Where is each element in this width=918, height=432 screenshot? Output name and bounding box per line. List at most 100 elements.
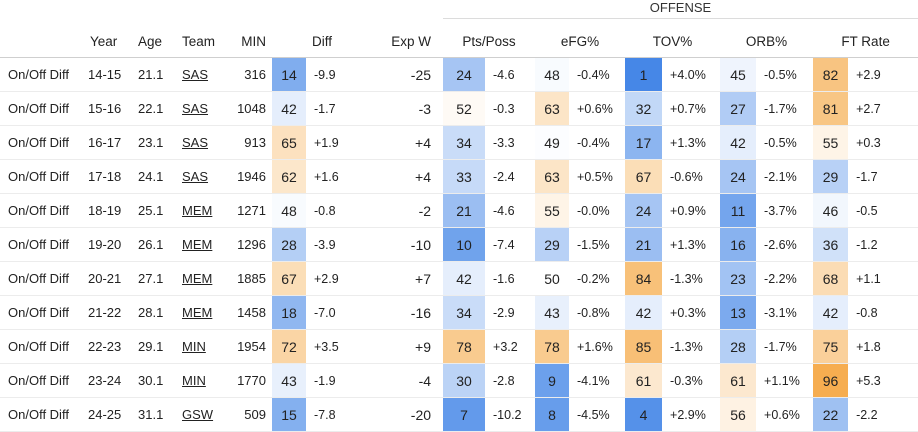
team-link[interactable]: MIN xyxy=(182,339,206,354)
on-off-table: Year Age Team MIN Diff Exp W Pts/Poss eF… xyxy=(0,25,918,432)
table-row: On/Off Diff 18-19 25.1 MEM 1271 48 -0.8 -2 21 -4.… xyxy=(0,193,918,228)
age-cell: 29.1 xyxy=(138,329,176,364)
orb-percentile-cell: 45 xyxy=(720,57,757,92)
table-row: On/Off Diff 17-18 24.1 SAS 1946 62 +1.6 +4 33 -2.… xyxy=(0,159,918,194)
col-header-min[interactable]: MIN xyxy=(228,25,272,58)
row-label: On/Off Diff xyxy=(0,397,88,432)
pts-poss-percentile-cell: 21 xyxy=(443,193,486,228)
orb-percentile-cell: 13 xyxy=(720,295,757,330)
efg-diff-cell: +1.6% xyxy=(569,329,626,364)
pts-poss-percentile-cell: 52 xyxy=(443,91,486,126)
col-header-diff[interactable]: Diff xyxy=(272,25,373,58)
efg-percentile-cell: 55 xyxy=(535,193,570,228)
team-link[interactable]: SAS xyxy=(182,135,209,150)
age-cell: 23.1 xyxy=(138,125,176,160)
col-header-efg[interactable]: eFG% xyxy=(535,25,626,58)
team-link[interactable]: SAS xyxy=(182,67,209,82)
col-header-pts-poss[interactable]: Pts/Poss xyxy=(443,25,536,58)
tov-percentile-cell: 21 xyxy=(625,227,663,262)
pts-poss-diff-cell: +3.2 xyxy=(485,329,536,364)
diff-percentile-cell: 67 xyxy=(272,261,306,296)
age-cell: 25.1 xyxy=(138,193,176,228)
tov-diff-cell: -1.3% xyxy=(662,261,721,296)
col-header-tov[interactable]: TOV% xyxy=(625,25,721,58)
efg-percentile-cell: 43 xyxy=(535,295,570,330)
ft-rate-diff-cell: -1.7 xyxy=(848,159,918,194)
team-cell: SAS xyxy=(176,91,228,126)
table-row: On/Off Diff 21-22 28.1 MEM 1458 18 -7.0 -16 34 -2… xyxy=(0,295,918,330)
team-link[interactable]: SAS xyxy=(182,101,209,116)
ft-rate-percentile-cell: 81 xyxy=(813,91,849,126)
diff-percentile-cell: 15 xyxy=(272,397,306,432)
tov-percentile-cell: 1 xyxy=(625,57,663,92)
tov-percentile-cell: 24 xyxy=(625,193,663,228)
orb-percentile-cell: 27 xyxy=(720,91,757,126)
team-link[interactable]: MEM xyxy=(182,237,213,252)
exp-w-cell: -3 xyxy=(372,91,444,126)
year-cell: 20-21 xyxy=(88,261,138,296)
min-cell: 1954 xyxy=(228,329,272,364)
orb-percentile-cell: 42 xyxy=(720,125,757,160)
efg-diff-cell: -1.5% xyxy=(569,227,626,262)
team-link[interactable]: MEM xyxy=(182,305,213,320)
tov-diff-cell: +1.3% xyxy=(662,125,721,160)
tov-diff-cell: -1.3% xyxy=(662,329,721,364)
tov-diff-cell: +0.7% xyxy=(662,91,721,126)
diff-diff-cell: -0.8 xyxy=(306,193,373,228)
age-cell: 26.1 xyxy=(138,227,176,262)
col-header-team[interactable]: Team xyxy=(176,25,228,58)
efg-percentile-cell: 63 xyxy=(535,91,570,126)
col-header-ft-rate[interactable]: FT Rate xyxy=(813,25,918,58)
diff-percentile-cell: 72 xyxy=(272,329,306,364)
pts-poss-diff-cell: -0.3 xyxy=(485,91,536,126)
diff-percentile-cell: 42 xyxy=(272,91,306,126)
diff-diff-cell: -1.7 xyxy=(306,91,373,126)
exp-w-cell: -16 xyxy=(372,295,444,330)
pts-poss-diff-cell: -4.6 xyxy=(485,193,536,228)
row-label: On/Off Diff xyxy=(0,159,88,194)
team-link[interactable]: MEM xyxy=(182,203,213,218)
ft-rate-diff-cell: -2.2 xyxy=(848,397,918,432)
team-cell: MIN xyxy=(176,329,228,364)
team-link[interactable]: SAS xyxy=(182,169,209,184)
team-link[interactable]: MEM xyxy=(182,271,213,286)
orb-percentile-cell: 61 xyxy=(720,363,757,398)
efg-diff-cell: -0.4% xyxy=(569,57,626,92)
age-cell: 30.1 xyxy=(138,363,176,398)
col-header-exp-w[interactable]: Exp W xyxy=(372,25,444,58)
section-divider xyxy=(443,18,918,19)
ft-rate-percentile-cell: 75 xyxy=(813,329,849,364)
team-cell: MIN xyxy=(176,363,228,398)
table-row: On/Off Diff 16-17 23.1 SAS 913 65 +1.9 +4 34 -3.3… xyxy=(0,125,918,160)
team-cell: GSW xyxy=(176,397,228,432)
age-cell: 21.1 xyxy=(138,57,176,92)
tov-percentile-cell: 84 xyxy=(625,261,663,296)
col-header-year[interactable]: Year xyxy=(88,25,138,58)
efg-percentile-cell: 49 xyxy=(535,125,570,160)
year-cell: 17-18 xyxy=(88,159,138,194)
team-link[interactable]: MIN xyxy=(182,373,206,388)
min-cell: 1458 xyxy=(228,295,272,330)
year-cell: 18-19 xyxy=(88,193,138,228)
table-row: On/Off Diff 24-25 31.1 GSW 509 15 -7.8 -20 7 -10.… xyxy=(0,397,918,432)
diff-diff-cell: -7.0 xyxy=(306,295,373,330)
team-link[interactable]: GSW xyxy=(182,407,214,422)
pts-poss-percentile-cell: 42 xyxy=(443,261,486,296)
pts-poss-percentile-cell: 34 xyxy=(443,295,486,330)
ft-rate-percentile-cell: 96 xyxy=(813,363,849,398)
tov-percentile-cell: 85 xyxy=(625,329,663,364)
min-cell: 509 xyxy=(228,397,272,432)
row-label: On/Off Diff xyxy=(0,261,88,296)
col-header-age[interactable]: Age xyxy=(138,25,176,58)
orb-percentile-cell: 28 xyxy=(720,329,757,364)
exp-w-cell: +4 xyxy=(372,159,444,194)
pts-poss-diff-cell: -2.8 xyxy=(485,363,536,398)
min-cell: 316 xyxy=(228,57,272,92)
diff-diff-cell: -7.8 xyxy=(306,397,373,432)
pts-poss-percentile-cell: 10 xyxy=(443,227,486,262)
ft-rate-percentile-cell: 22 xyxy=(813,397,849,432)
ft-rate-diff-cell: -0.8 xyxy=(848,295,918,330)
pts-poss-diff-cell: -7.4 xyxy=(485,227,536,262)
tov-percentile-cell: 32 xyxy=(625,91,663,126)
col-header-orb[interactable]: ORB% xyxy=(720,25,814,58)
